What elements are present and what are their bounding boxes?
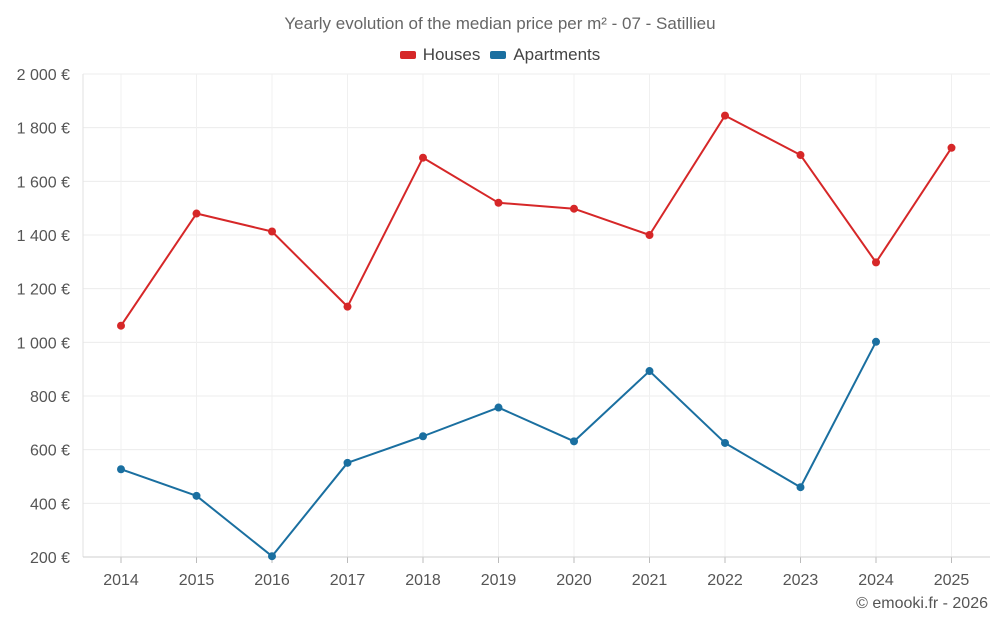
data-point-houses[interactable] <box>343 302 352 311</box>
y-tick-label: 2 000 € <box>17 67 70 84</box>
legend-item-apartments[interactable]: Apartments <box>490 45 600 65</box>
y-tick-label: 200 € <box>30 550 70 567</box>
data-point-apartments[interactable] <box>645 367 654 376</box>
copyright-credit: © emooki.fr - 2026 <box>856 595 988 612</box>
data-point-apartments[interactable] <box>268 552 276 561</box>
y-tick-label: 600 € <box>30 443 70 460</box>
data-point-apartments[interactable] <box>494 403 503 412</box>
x-tick-label: 2023 <box>783 572 819 589</box>
data-point-houses[interactable] <box>872 258 880 267</box>
y-tick-label: 1 600 € <box>17 174 70 191</box>
data-point-houses[interactable] <box>947 143 956 152</box>
y-tick-label: 1 400 € <box>17 228 70 245</box>
x-tick-label: 2022 <box>707 572 743 589</box>
y-tick-label: 1 800 € <box>17 121 70 138</box>
data-point-apartments[interactable] <box>872 337 880 346</box>
data-point-apartments[interactable] <box>192 491 201 500</box>
x-tick-label: 2018 <box>405 572 441 589</box>
data-point-houses[interactable] <box>419 153 427 162</box>
legend-item-houses[interactable]: Houses <box>399 45 481 65</box>
legend: Houses Apartments <box>0 45 1000 65</box>
data-point-houses[interactable] <box>570 204 578 213</box>
legend-label-houses: Houses <box>422 45 481 64</box>
legend-swatch-houses <box>399 51 416 59</box>
y-tick-label: 1 200 € <box>17 282 70 299</box>
x-tick-label: 2017 <box>330 572 366 589</box>
y-tick-label: 800 € <box>30 389 70 406</box>
y-tick-label: 400 € <box>30 496 70 513</box>
series-line-houses <box>120 114 953 327</box>
y-tick-label: 1 000 € <box>17 335 70 352</box>
data-point-houses[interactable] <box>796 151 805 160</box>
data-point-houses[interactable] <box>721 111 729 120</box>
x-tick-label: 2020 <box>556 572 592 589</box>
data-point-apartments[interactable] <box>721 438 729 447</box>
x-tick-label: 2024 <box>858 572 894 589</box>
legend-label-apartments: Apartments <box>513 45 601 64</box>
data-point-apartments[interactable] <box>570 437 578 446</box>
data-point-houses[interactable] <box>117 321 125 330</box>
x-tick-label: 2021 <box>632 572 668 589</box>
data-point-houses[interactable] <box>268 227 276 236</box>
data-point-houses[interactable] <box>494 198 503 207</box>
data-point-apartments[interactable] <box>117 465 125 474</box>
x-tick-label: 2025 <box>934 572 970 589</box>
x-tick-label: 2019 <box>481 572 517 589</box>
chart-title: Yearly evolution of the median price per… <box>284 14 716 33</box>
data-point-houses[interactable] <box>645 231 654 239</box>
data-point-apartments[interactable] <box>343 458 352 467</box>
legend-swatch-apartments <box>490 51 507 59</box>
x-tick-label: 2014 <box>103 572 139 589</box>
data-point-apartments[interactable] <box>419 432 427 441</box>
x-tick-label: 2015 <box>179 572 215 589</box>
data-point-houses[interactable] <box>192 209 201 218</box>
data-point-apartments[interactable] <box>796 483 805 492</box>
x-tick-label: 2016 <box>254 572 290 589</box>
